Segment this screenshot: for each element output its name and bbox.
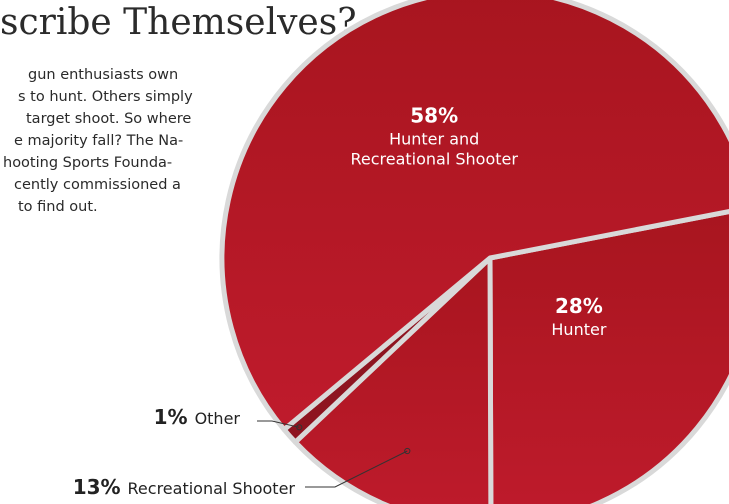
leader-dot [296, 424, 303, 431]
slice-label: 58% Hunter and Recreational Shooter [350, 104, 518, 169]
chart-title: scribe Themselves? [0, 2, 357, 43]
slice-category-label: Other [195, 409, 241, 428]
pie-slice-hunter [487, 208, 729, 504]
slice-label: 28% Hunter [551, 294, 606, 339]
intro-line: to find out. [18, 199, 98, 215]
intro-line: gun enthusiasts own [28, 67, 179, 83]
intro-line: e majority fall? The Na- [14, 133, 184, 149]
slice-value-label: 13% [73, 475, 128, 499]
slice-label: 1% Other [154, 405, 241, 429]
slice-value-label: 58% [410, 104, 458, 128]
slice-category-label: Hunter [551, 320, 606, 339]
slice-label: 13% Recreational Shooter [73, 475, 296, 499]
slice-category-label: Recreational Shooter [128, 479, 296, 498]
intro-line: target shoot. So where [26, 111, 192, 127]
leader-dot [404, 447, 411, 455]
leader-line [305, 450, 408, 488]
intro-line: hooting Sports Founda- [3, 155, 173, 171]
slice-value-label: 1% [154, 405, 195, 429]
intro-text: gun enthusiasts own s to hunt. Others si… [0, 64, 193, 218]
slice-category-label: Recreational Shooter [350, 150, 518, 169]
pie-slice-hunter-and-recreational-shooter [219, 0, 729, 433]
intro-line: s to hunt. Others simply [18, 89, 193, 105]
slice-value-label: 28% [555, 294, 603, 318]
intro-line: cently commissioned a [14, 177, 181, 193]
slice-category-label: Hunter and [389, 130, 479, 149]
leader-line [257, 420, 300, 428]
pie-slice-recreational-shooter [292, 255, 494, 504]
